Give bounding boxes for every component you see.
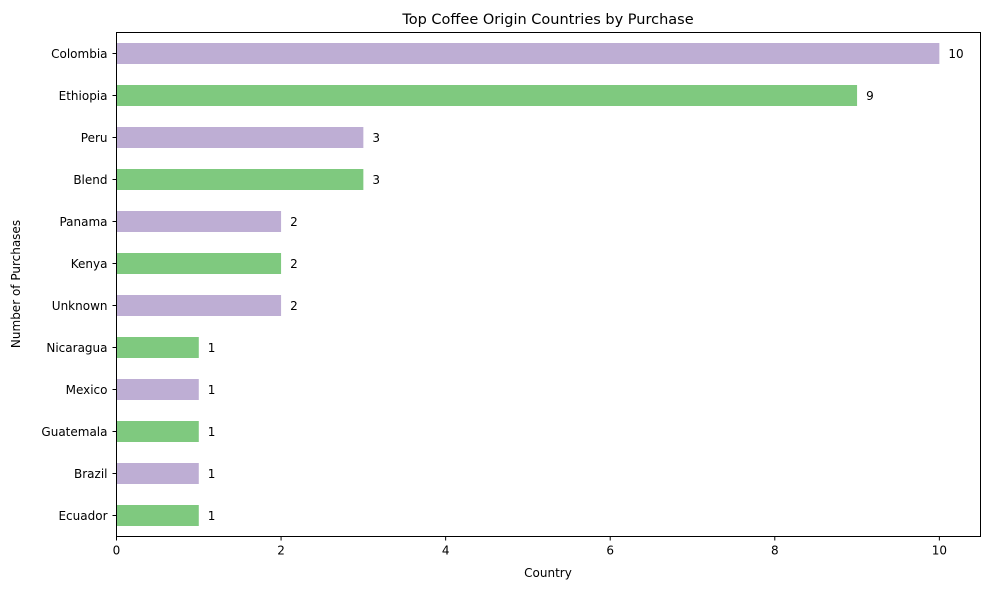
x-tick-label: 2 [277,544,285,558]
y-tick-label: Guatemala [41,425,107,439]
data-label: 2 [290,257,298,271]
x-axis-label: Country [524,566,572,580]
y-tick-label: Peru [81,131,108,145]
data-label: 1 [208,509,216,523]
bar-ecuador [116,505,199,526]
data-label: 1 [208,467,216,481]
y-tick-label: Ethiopia [59,89,108,103]
x-tick-label: 6 [606,544,614,558]
bar-unknown [116,295,282,316]
data-label: 1 [208,383,216,397]
data-label: 9 [866,89,874,103]
x-tick-label: 0 [113,544,121,558]
bar-group [116,43,940,526]
data-labels: 10 9 3 3 2 2 2 1 1 1 1 1 [208,47,964,523]
bar-panama [116,211,282,232]
data-label: 3 [372,173,380,187]
data-label: 1 [208,425,216,439]
bar-nicaragua [116,337,199,358]
data-label: 10 [948,47,963,61]
bar-brazil [116,463,199,484]
y-tick-label: Colombia [51,47,107,61]
bar-kenya [116,253,282,274]
bar-blend [116,169,364,190]
y-tick-label: Unknown [52,299,108,313]
y-tick-label: Kenya [71,257,108,271]
data-label: 2 [290,215,298,229]
bar-ethiopia [116,85,858,106]
plot-frame [116,32,981,537]
y-tick-label: Nicaragua [46,341,107,355]
bar-peru [116,127,364,148]
y-tick-label: Brazil [74,467,108,481]
x-tick-label: 4 [442,544,450,558]
x-tick-label: 8 [771,544,779,558]
x-tick-label: 10 [932,544,947,558]
y-tick-label: Blend [73,173,107,187]
x-ticks: 0 2 4 6 8 10 [113,536,947,558]
y-tick-label: Panama [59,215,107,229]
y-tick-label: Ecuador [58,509,107,523]
bar-colombia [116,43,940,64]
data-label: 3 [372,131,380,145]
data-label: 2 [290,299,298,313]
y-axis-label: Number of Purchases [9,220,23,348]
y-tick-label: Mexico [66,383,108,397]
bar-mexico [116,379,199,400]
bar-guatemala [116,421,199,442]
chart-title: Top Coffee Origin Countries by Purchase [401,12,693,28]
data-label: 1 [208,341,216,355]
y-tick-labels: Colombia Ethiopia Peru Blend Panama Kenya Unkn… [41,47,117,523]
